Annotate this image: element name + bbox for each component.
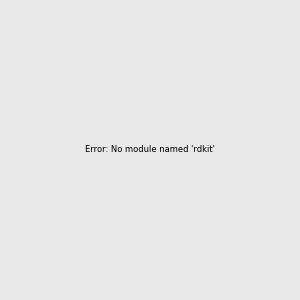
Text: Error: No module named 'rdkit': Error: No module named 'rdkit' bbox=[85, 146, 215, 154]
